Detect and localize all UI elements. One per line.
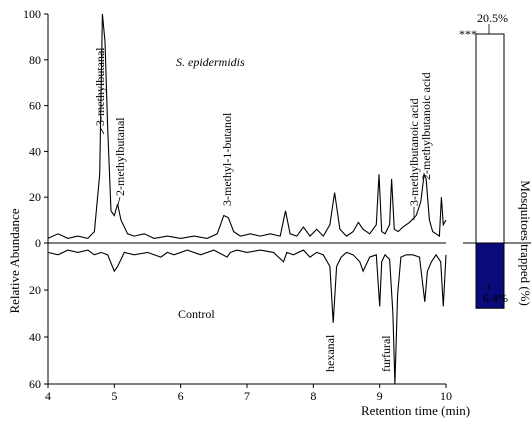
y-tick-label: 20 (29, 190, 41, 204)
series-line-s-epidermidis (47, 13, 447, 240)
bar-mosquitoes-s-epidermidis (475, 33, 505, 244)
side-bar-y-label: Mosquitoes trapped (%) (518, 180, 531, 306)
bar-value-label-bottom: 6.4% (483, 291, 508, 305)
y-tick-label: 40 (29, 330, 41, 344)
x-tick-label: 8 (310, 389, 316, 403)
bar-mosquitoes-control (475, 242, 505, 309)
x-tick-label: 7 (244, 389, 250, 403)
bar-value-label-top: 20.5% (477, 11, 508, 25)
y-axis-label: Relative Abundance (7, 208, 22, 313)
peak-label-3-methylbutanoic-acid: 3-methylbutanoic acid (407, 98, 421, 206)
x-tick-label: 6 (178, 389, 184, 403)
y-tick-label: 80 (29, 53, 41, 67)
y-tick-label: 60 (29, 99, 41, 113)
x-tick-label: 4 (45, 389, 51, 403)
y-tick-label: 40 (29, 144, 41, 158)
y-tick-label: 20 (29, 283, 41, 297)
peak-label-3-methyl-1-butanol: 3-methyl-1-butanol (220, 112, 234, 206)
x-axis-label: Retention time (min) (361, 403, 470, 418)
y-ticks: 100 80 60 40 20 0 20 40 60 (23, 7, 48, 391)
peak-leader-2-methylbutanal (117, 196, 121, 206)
x-tick-label: 10 (440, 389, 452, 403)
y-tick-label: 100 (23, 7, 41, 21)
peak-label-hexanal: hexanal (323, 334, 337, 372)
y-tick-label: 60 (29, 377, 41, 391)
x-tick-label: 5 (111, 389, 117, 403)
series-line-control (47, 249, 447, 385)
peak-label-2-methylbutanal: 2-methylbutanal (113, 117, 127, 196)
peak-leader-3-methylbutanal (99, 126, 105, 135)
sample-label-control: Control (178, 307, 215, 321)
x-ticks: 4 5 6 7 8 9 10 (45, 384, 452, 403)
peak-label-3-methylbutanal: 3-methylbutanal (93, 47, 107, 126)
y-tick-label: 0 (35, 236, 41, 250)
peak-label-furfural: furfural (379, 335, 393, 372)
significance-marker: *** (459, 27, 477, 41)
sample-label-s-epidermidis: S. epidermidis (176, 55, 245, 69)
peak-label-2-methylbutanoic-acid: 2-methylbutanoic acid (419, 72, 433, 180)
x-tick-label: 9 (377, 389, 383, 403)
